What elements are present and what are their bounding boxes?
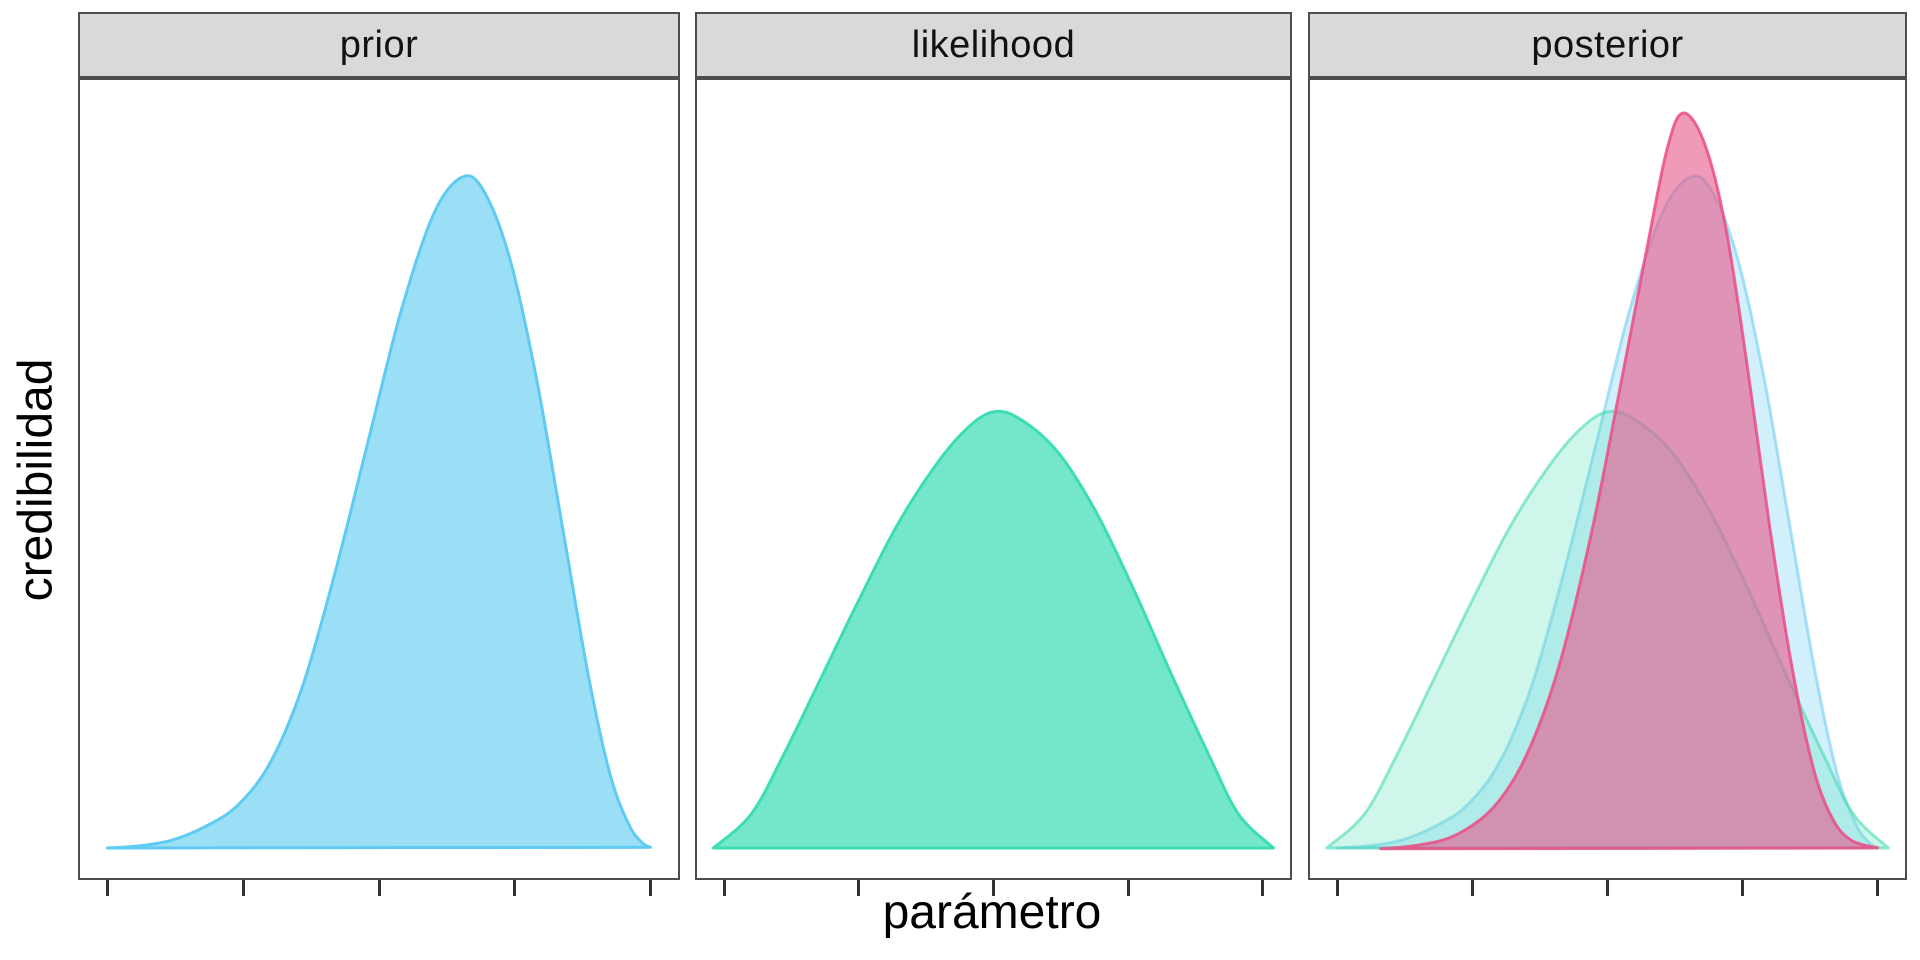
x-axis-tick: [1606, 880, 1609, 896]
x-axis-tick: [722, 880, 726, 896]
panel: [1308, 78, 1907, 880]
prior-curve: [106, 174, 652, 850]
x-axis-tick: [1741, 880, 1745, 896]
x-axis-tick: [377, 880, 381, 896]
x-axis-tick: [1876, 880, 1880, 896]
x-axis-title: parámetro: [882, 886, 1102, 939]
panel: [695, 78, 1292, 880]
x-axis-tick: [1261, 880, 1265, 896]
density-plot-svg: [1325, 111, 1890, 851]
facet-strip-label: posterior: [1531, 23, 1684, 66]
x-axis-tick: [857, 880, 861, 896]
facet-strip: prior: [78, 12, 680, 78]
x-axis-tick: [513, 880, 517, 896]
facet-strip: posterior: [1308, 12, 1907, 78]
facet-likelihood: likelihood: [695, 12, 1292, 900]
y-axis-title: credibilidad: [9, 358, 63, 602]
x-axis-tick: [1470, 880, 1474, 896]
facet-posterior: posterior: [1308, 12, 1907, 900]
facet-strip-label: prior: [339, 23, 419, 66]
x-axis-tick: [648, 880, 652, 896]
panel: [78, 78, 680, 880]
x-axis-tick: [106, 880, 109, 896]
x-axis-tick: [1126, 880, 1130, 896]
x-axis-tick: [992, 880, 995, 896]
facet-strip: likelihood: [695, 12, 1292, 78]
facet-prior: prior: [78, 12, 680, 900]
x-axis-tick: [241, 880, 245, 896]
density-plot-svg: [712, 409, 1275, 850]
likelihood-curve: [712, 409, 1275, 850]
posterior-curve: [1379, 111, 1880, 851]
facet-strip-label: likelihood: [911, 23, 1076, 66]
x-axis-tick: [1335, 880, 1339, 896]
density-plot-svg: [106, 174, 652, 850]
